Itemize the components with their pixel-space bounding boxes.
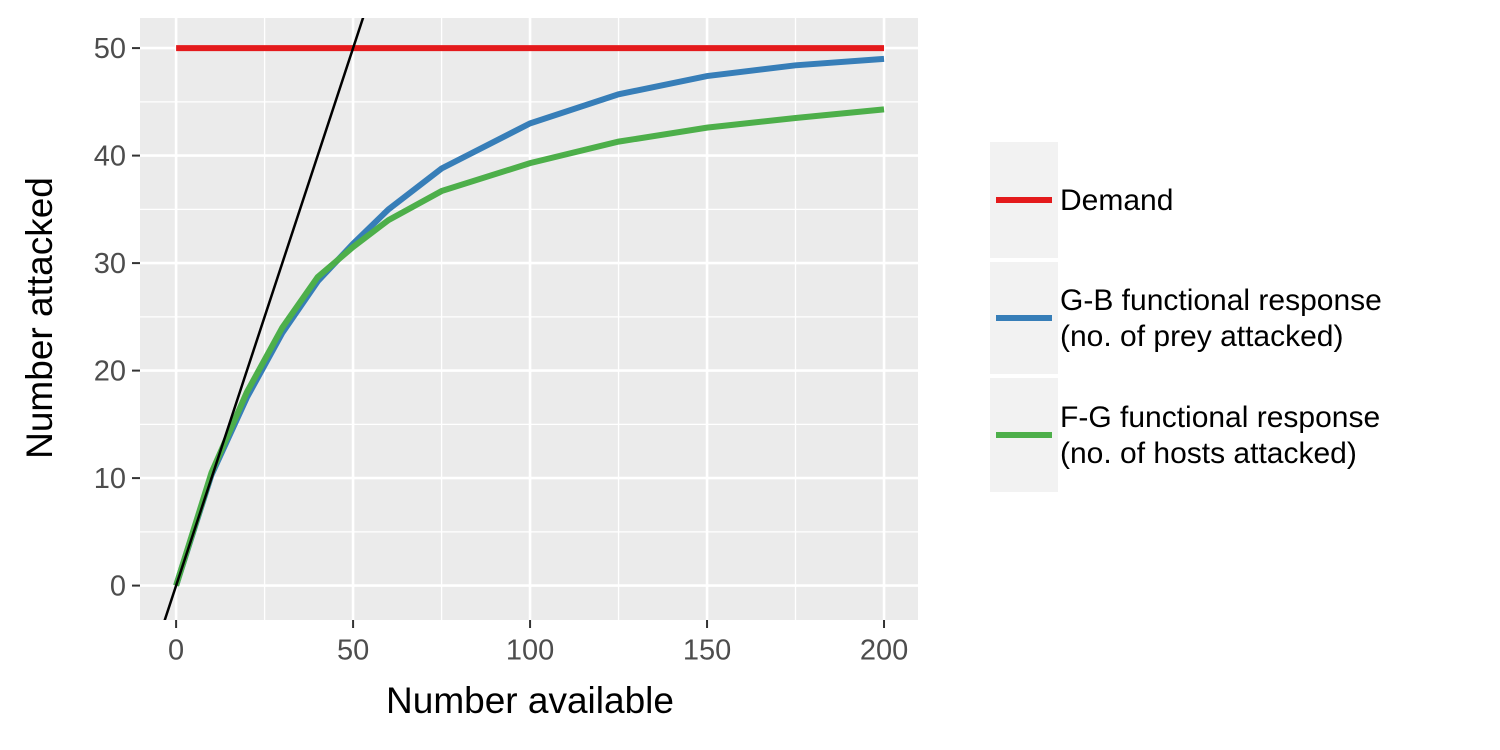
legend-label: F-G functional response (no. of hosts at…	[1060, 401, 1381, 470]
legend-label: G-B functional response (no. of prey att…	[1060, 284, 1382, 353]
legend-label: Demand	[1060, 184, 1174, 217]
y-tick-label: 10	[94, 463, 126, 495]
x-tick-label: 200	[860, 635, 908, 667]
x-axis-title: Number available	[386, 680, 674, 721]
x-tick-label: 100	[506, 635, 554, 667]
y-tick-label: 40	[94, 140, 126, 172]
lines	[163, 18, 885, 620]
y-axis-title: Number attacked	[19, 177, 60, 459]
series-line	[163, 18, 365, 620]
x-tick-label: 50	[337, 635, 369, 667]
y-tick-label: 20	[94, 355, 126, 387]
x-tick-label: 0	[168, 635, 184, 667]
y-tick-label: 50	[94, 33, 126, 65]
x-tick-label: 150	[683, 635, 731, 667]
series-line	[173, 106, 885, 587]
y-tick-label: 30	[94, 248, 126, 280]
y-tick-label: 0	[110, 570, 126, 602]
